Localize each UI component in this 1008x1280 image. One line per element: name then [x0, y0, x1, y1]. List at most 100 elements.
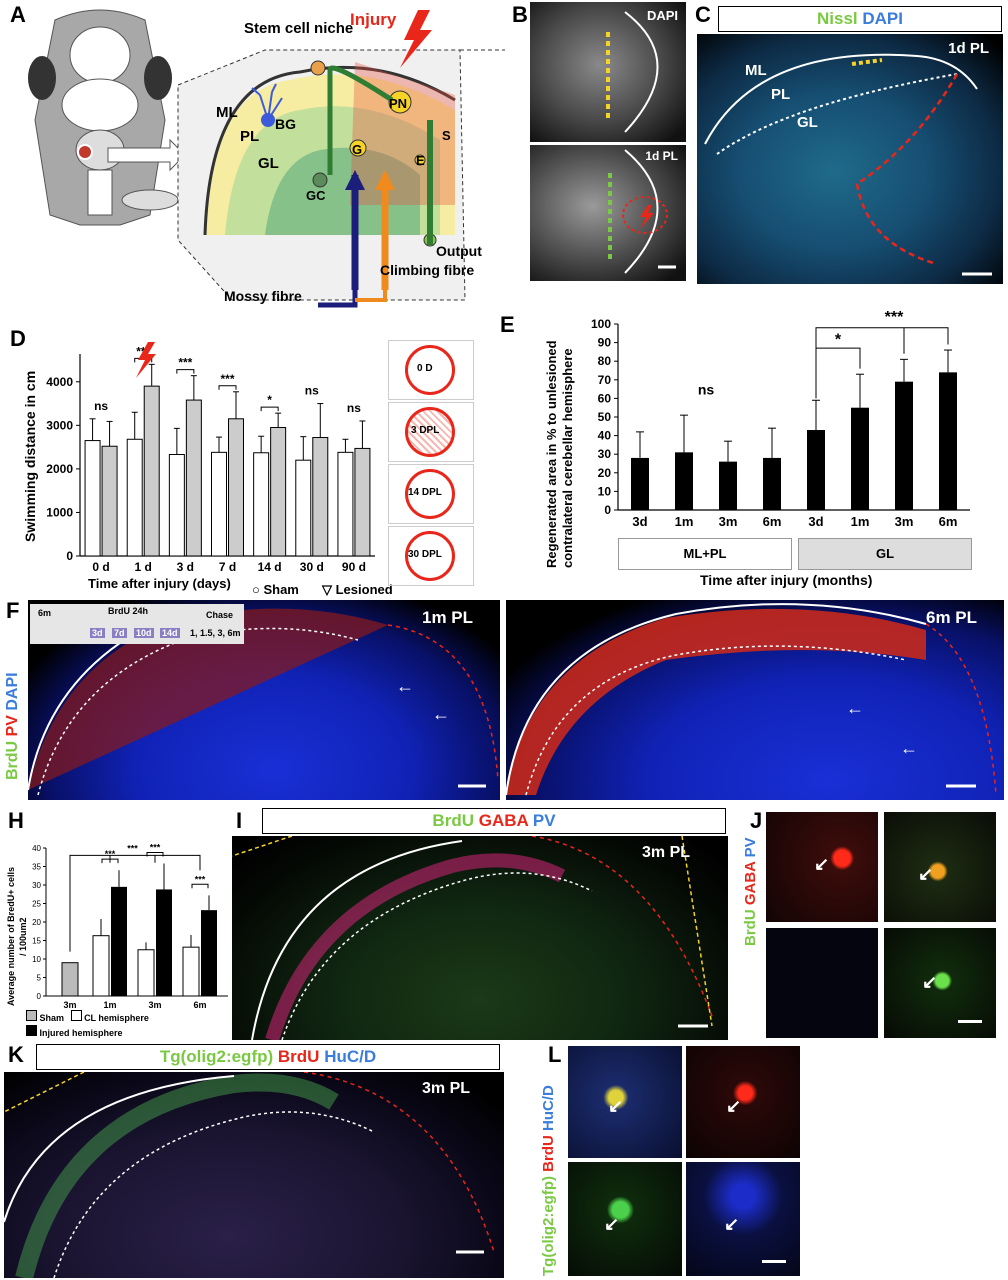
bar-injured [111, 886, 127, 996]
label-pn: PN [389, 96, 408, 111]
sig-bracket [218, 385, 237, 390]
panel-label-l: L [548, 1042, 562, 1067]
micrograph-c: 1d PL ML PL GL [697, 34, 1003, 284]
fish-eye-right [144, 56, 172, 100]
chart-e-xlabel: Time after injury (months) [700, 572, 873, 588]
arrow-g-2: ← [900, 738, 918, 758]
x-tick-label: 1m [675, 514, 694, 529]
label-bg: BG [275, 116, 296, 132]
x-tick-label: 3d [632, 514, 647, 529]
panel-label-b: B [512, 2, 528, 27]
bar-lesioned [270, 427, 287, 557]
arrow-g-1: ← [846, 698, 864, 718]
x-tick-label: 30 d [300, 560, 324, 574]
sig-label: *** [195, 874, 206, 884]
y-tick-label: 10 [598, 484, 612, 498]
bar-sham [295, 459, 312, 557]
label-stem-cell-niche: Stem cell niche [244, 20, 354, 37]
track-3dpl: 3 DPL [388, 402, 474, 462]
x-tick-label: 1m [103, 1000, 116, 1010]
bar [895, 381, 913, 510]
schematic-panel-a: Stem cell niche Injury ML PL BG GL PN G … [0, 0, 505, 310]
y-tick-label: 90 [598, 336, 612, 350]
y-tick-label: 80 [598, 354, 612, 368]
bar-cl [92, 935, 110, 997]
label-g-time: 6m PL [926, 608, 978, 627]
x-tick-label: 14 d [258, 560, 282, 574]
bar-lesioned [228, 418, 244, 557]
sig-label: * [835, 331, 842, 348]
label-i-time: 3m PL [642, 844, 691, 861]
chart-h-svg: 0 5 10 15 20 25 30 35 40 3m 1m *** 3m *** 6m *** *** [32, 842, 228, 1010]
chart-d-legend-lesioned: ▽ Lesioned [322, 582, 393, 597]
micrograph-j-blue [766, 928, 878, 1038]
label-g: G [352, 142, 363, 157]
bar-sham [253, 452, 270, 557]
micrograph-j-red: ↙ [766, 812, 878, 922]
y-tick-label: 35 [32, 863, 41, 872]
chart-d-ylabel: Swimming distance in cm [22, 370, 38, 542]
y-tick-label: 0 [37, 992, 42, 1001]
bar [851, 407, 869, 510]
x-tick-label: 6m [763, 514, 782, 529]
x-tick-label: 3m [895, 514, 914, 529]
bar [939, 372, 957, 510]
sig-bracket [176, 369, 195, 374]
y-tick-label: 60 [598, 391, 612, 405]
label-pl: PL [240, 128, 260, 145]
panel-label-j: J [750, 808, 763, 833]
panel-label-d: D [10, 326, 26, 351]
bar [675, 452, 693, 510]
sig-bracket [191, 883, 209, 889]
sig-label: ns [347, 401, 361, 415]
arrow-f-2: ← [432, 704, 450, 724]
label-gl: GL [258, 155, 279, 172]
label-c-pl: PL [771, 86, 791, 103]
bar-lesioned [143, 385, 160, 557]
sig-label: *** [127, 844, 138, 854]
y-tick-label: 0 [66, 549, 73, 563]
y-tick-label: 2000 [46, 462, 73, 476]
chart-e-ylabel-b: contralateral cerebellar hemisphere [560, 348, 575, 568]
sig-label-ns: ns [698, 382, 715, 398]
track-30dpl: 30 DPL [388, 526, 474, 586]
micrograph-b-top: DAPI [530, 2, 686, 142]
chart-d-xlabel: Time after injury (days) [88, 576, 231, 591]
label-ml: ML [216, 104, 238, 121]
panel-label-i: I [236, 808, 243, 833]
x-tick-label: 1m [851, 514, 870, 529]
side-label-l: Tg(olig2:egfp) BrdU HuC/D [540, 1085, 557, 1276]
label-c-time: 1d PL [948, 40, 989, 57]
bar-sham [211, 451, 227, 557]
arrow-f-1: ← [396, 676, 414, 696]
y-tick-label: 5 [37, 974, 42, 983]
bar-cl [137, 949, 155, 997]
panel-label-h: H [8, 808, 24, 833]
chart-h-legend: Sham CL hemisphere Injured hemisphere [26, 1010, 149, 1040]
bar-sham [337, 451, 354, 557]
sig-bracket [146, 851, 164, 857]
chart-e-svg: 0 10 20 30 40 50 60 70 80 90 100 3d 1m 3m 6m 3d 1m 3m 6m ns… [591, 310, 970, 529]
micrograph-l-blue: ↙ [686, 1162, 800, 1276]
title-c-nissl: Nissl [817, 9, 858, 28]
sig-label: *** [105, 849, 116, 859]
panel-label-f: F [6, 598, 20, 623]
sig-label: ns [94, 399, 108, 413]
sig-label: *** [885, 310, 904, 326]
schematic-drawing [28, 9, 505, 308]
chart-panel-e: 0 10 20 30 40 50 60 70 80 90 100 3d 1m 3m 6m 3d 1m 3m 6m ns… [500, 310, 1005, 600]
x-tick-label: 0 d [92, 560, 109, 574]
x-tick-label: 6m [193, 1000, 206, 1010]
bar [631, 457, 649, 510]
sig-label: *** [150, 842, 161, 852]
panel-c-title: Nissl DAPI [718, 6, 1002, 32]
micrograph-g: 6m PL ← ← [506, 600, 1004, 800]
y-tick-label: 3000 [46, 418, 73, 432]
chart-e-group1: ML+PL [618, 538, 792, 570]
y-tick-label: 10 [32, 955, 41, 964]
y-tick-label: 20 [598, 466, 612, 480]
y-tick-label: 15 [32, 937, 41, 946]
y-tick-label: 40 [32, 844, 41, 853]
zoom-arrow [107, 138, 186, 172]
